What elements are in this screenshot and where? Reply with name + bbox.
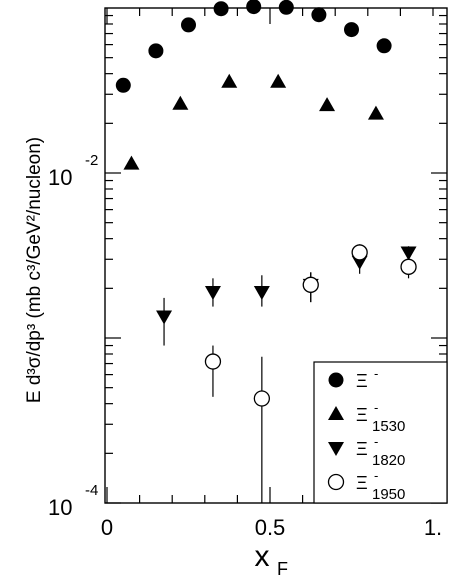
plot-frame [104,7,448,504]
data-point-filled-circle [311,7,327,23]
x-axis-title-subscript: F [277,559,288,578]
legend-label-subscript: 1820 [372,452,405,469]
y-tick-exponent: -4 [85,482,98,499]
tick-labels: 0 0.5 1. 10 -4 10 -2 [48,152,442,540]
data-point-triangle-up [367,105,384,120]
data-point-triangle-down [204,286,221,301]
y-tick-label: 10 [48,495,72,520]
data-point-triangle-up [123,155,140,170]
data-point-filled-circle [328,372,344,388]
data-markers [115,0,417,407]
data-point-open-circle [204,353,222,370]
data-point-filled-circle [246,0,262,15]
legend-label-subscript: 1530 [372,418,405,435]
data-point-triangle-up [221,73,238,88]
data-point-open-circle [400,258,417,275]
legend-label: Ξ [356,371,368,391]
data-point-filled-circle [376,38,392,54]
legend-label: Ξ [356,405,368,425]
data-point-triangle-down [328,442,344,456]
x-tick-label: 0.5 [255,515,286,540]
legend-label-subscript: 1950 [372,486,405,503]
data-point-filled-circle [181,17,196,33]
data-point-triangle-up [270,73,287,88]
data-point-triangle-down [253,286,270,301]
data-point-triangle-down [156,310,173,325]
data-point-filled-circle [148,43,164,59]
legend-label-superscript: - [374,468,378,483]
axes [104,7,448,504]
data-point-triangle-down [400,246,417,261]
data-point-open-circle [327,473,345,491]
legend-label: Ξ [356,473,368,493]
data-point-filled-circle [344,22,359,38]
y-axis-title: E d³σ/dp³ (mb c³/GeV²/nucleon) [24,137,45,403]
data-point-open-circle [351,244,368,261]
data-point-open-circle [253,390,271,407]
data-point-filled-circle [115,77,131,93]
data-point-triangle-up [319,97,336,112]
legend-label: Ξ [356,439,368,459]
y-tick-exponent: -2 [85,152,98,169]
data-point-triangle-up [328,406,344,420]
data-point-triangle-up [172,95,189,110]
x-tick-label: 0 [101,515,113,540]
legend-label-superscript: - [374,366,378,381]
data-point-filled-circle [213,1,229,17]
legend-label-superscript: - [374,400,378,415]
x-axis-title: x [255,540,270,573]
x-tick-label: 1. [424,515,442,540]
axis-titles: x F E d³σ/dp³ (mb c³/GeV²/nucleon) [24,137,288,578]
legend-label-superscript: - [374,434,378,449]
data-point-open-circle [302,276,319,293]
y-tick-label: 10 [48,165,72,190]
data-point-filled-circle [278,0,294,15]
